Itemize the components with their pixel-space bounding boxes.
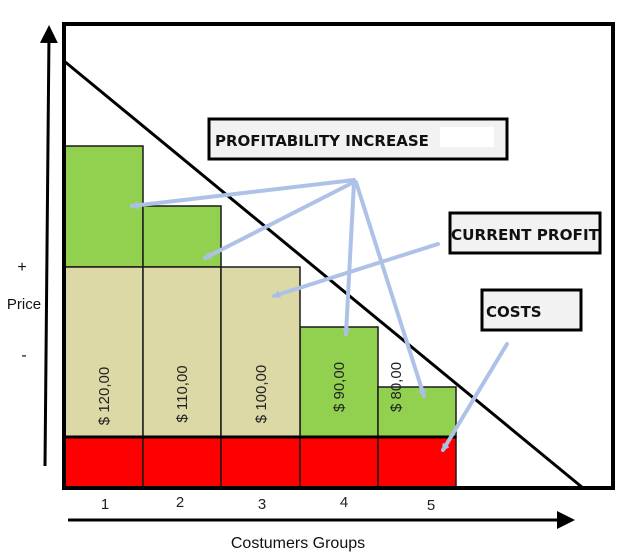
x-axis-title: Costumers Groups: [231, 535, 365, 552]
demand-line: [63, 59, 584, 490]
bar-1-green: [63, 145, 144, 268]
arrow-current-profit: [272, 242, 440, 298]
costs-bars: [63, 435, 457, 489]
arrow-to-bar-2: [203, 180, 356, 260]
price-label-2: $ 110,00: [174, 365, 191, 422]
price-label-5: $ 80,00: [388, 362, 405, 412]
y-axis-minus: -: [21, 347, 26, 364]
callout-profitability-increase: PROFITABILITY INCREASE: [207, 117, 509, 161]
price-label-3: $ 100,00: [253, 365, 270, 423]
arrow-to-bar-4: [342, 180, 356, 336]
bar-1-red: [63, 436, 144, 489]
y-axis-arrow: [39, 25, 58, 467]
arrow-costs: [441, 342, 509, 452]
x-tick-3: 3: [258, 496, 266, 513]
bar-3-tan: [220, 266, 301, 438]
x-tick-labels: 1 2 3 4 5: [101, 494, 435, 514]
callout-profitability-increase-text: PROFITABILITY INCREASE: [215, 132, 429, 150]
bar-2-red: [142, 436, 222, 489]
current-profit-bars: [63, 266, 301, 438]
bar-1-tan: [63, 266, 144, 438]
x-tick-2: 2: [176, 494, 184, 511]
arrow-to-bar-5: [354, 180, 426, 398]
callout-current-profit: CURRENT PROFIT: [448, 211, 602, 255]
price-label-1: $ 120,00: [96, 367, 113, 425]
bar-4-red: [299, 436, 379, 489]
callout-current-profit-text: CURRENT PROFIT: [451, 226, 600, 244]
y-axis-label: Price: [7, 296, 41, 313]
price-label-4: $ 90,00: [331, 362, 348, 412]
callout-costs-text: COSTS: [486, 303, 542, 321]
bar-4-green: [299, 326, 379, 438]
arrow-to-bar-1: [130, 178, 356, 210]
y-axis-plus: +: [17, 259, 26, 276]
x-tick-1: 1: [101, 496, 109, 513]
callout-arrows: [130, 178, 509, 452]
x-tick-4: 4: [340, 494, 348, 511]
callout-costs: COSTS: [480, 288, 583, 332]
x-tick-5: 5: [427, 497, 435, 514]
profitability-increase-bars: [63, 145, 457, 438]
price-labels: $ 120,00 $ 110,00 $ 100,00 $ 90,00 $ 80,…: [96, 362, 405, 425]
bar-3-red: [220, 436, 301, 489]
